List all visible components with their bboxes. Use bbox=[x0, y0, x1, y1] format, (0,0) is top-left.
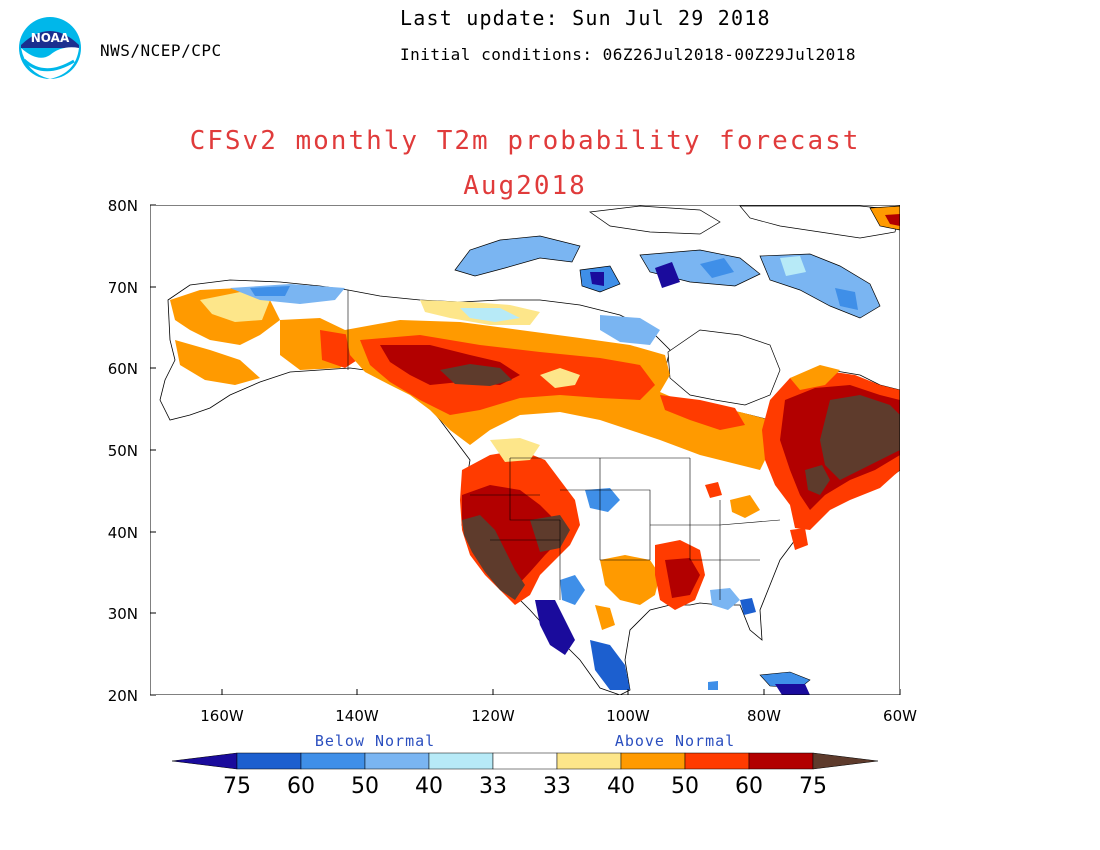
axis-ticks bbox=[150, 204, 901, 696]
colorbar-ticks: 75 60 50 40 33 33 40 50 60 75 bbox=[223, 774, 827, 799]
colorbar-tick-label: 50 bbox=[671, 774, 699, 799]
chart-subtitle: Aug2018 bbox=[463, 171, 587, 201]
logo-text: NOAA bbox=[31, 31, 70, 45]
colorbar-tick-label: 75 bbox=[223, 774, 251, 799]
colorbar-arrow-left bbox=[171, 752, 238, 770]
colorbar-swatch bbox=[300, 752, 366, 770]
lon-label-120w: 120W bbox=[471, 707, 515, 725]
colorbar-arrow-right bbox=[812, 752, 879, 770]
colorbar: Below Normal Above Normal 75 60 50 40 33 33 40… bbox=[171, 732, 879, 799]
last-update: Last update: Sun Jul 29 2018 bbox=[400, 6, 771, 30]
below-normal-label: Below Normal bbox=[315, 732, 435, 750]
lon-label-100w: 100W bbox=[606, 707, 650, 725]
lon-label-160w: 160W bbox=[200, 707, 244, 725]
initial-conditions: Initial conditions: 06Z26Jul2018-00Z29Ju… bbox=[400, 45, 856, 64]
colorbar-tick-label: 50 bbox=[351, 774, 379, 799]
colorbar-swatch bbox=[492, 752, 558, 770]
above-normal-label: Above Normal bbox=[615, 732, 735, 750]
arctic-islands bbox=[454, 205, 900, 319]
colorbar-tick-label: 40 bbox=[607, 774, 635, 799]
colorbar-swatch bbox=[364, 752, 430, 770]
colorbar-swatch bbox=[236, 752, 302, 770]
colorbar-swatches bbox=[171, 752, 879, 770]
hudson-bay bbox=[667, 329, 781, 406]
colorbar-tick-label: 33 bbox=[479, 774, 507, 799]
lon-labels: 160W 140W 120W 100W 80W 60W bbox=[200, 707, 917, 725]
lat-label-70n: 70N bbox=[108, 279, 138, 297]
colorbar-swatch bbox=[428, 752, 494, 770]
lat-label-30n: 30N bbox=[108, 605, 138, 623]
colorbar-swatch bbox=[748, 752, 814, 770]
colorbar-tick-label: 40 bbox=[415, 774, 443, 799]
lon-label-140w: 140W bbox=[335, 707, 379, 725]
noaa-logo: NOAA bbox=[19, 17, 81, 79]
colorbar-tick-label: 60 bbox=[287, 774, 315, 799]
lat-label-50n: 50N bbox=[108, 442, 138, 460]
lat-labels: 80N 70N 60N 50N 40N 30N 20N bbox=[108, 197, 138, 705]
forecast-shading-canada bbox=[345, 300, 770, 470]
political-boundaries bbox=[347, 290, 781, 600]
chart-title: CFSv2 monthly T2m probability forecast bbox=[189, 126, 861, 156]
caribbean-islands bbox=[708, 671, 811, 695]
forecast-shading-northeast bbox=[762, 365, 900, 530]
colorbar-tick-label: 60 bbox=[735, 774, 763, 799]
colorbar-swatch bbox=[620, 752, 686, 770]
lon-label-60w: 60W bbox=[883, 707, 917, 725]
map-plot-area bbox=[150, 205, 900, 695]
agency-label: NWS/NCEP/CPC bbox=[100, 41, 222, 60]
lat-label-20n: 20N bbox=[108, 687, 138, 705]
colorbar-tick-label: 33 bbox=[543, 774, 571, 799]
colorbar-tick-label: 75 bbox=[799, 774, 827, 799]
lon-label-80w: 80W bbox=[747, 707, 781, 725]
forecast-shading-west-us bbox=[460, 438, 580, 605]
colorbar-swatch bbox=[556, 752, 622, 770]
lat-label-40n: 40N bbox=[108, 524, 138, 542]
colorbar-swatch bbox=[684, 752, 750, 770]
lat-label-60n: 60N bbox=[108, 360, 138, 378]
lat-label-80n: 80N bbox=[108, 197, 138, 215]
forecast-shading-south bbox=[535, 482, 808, 690]
